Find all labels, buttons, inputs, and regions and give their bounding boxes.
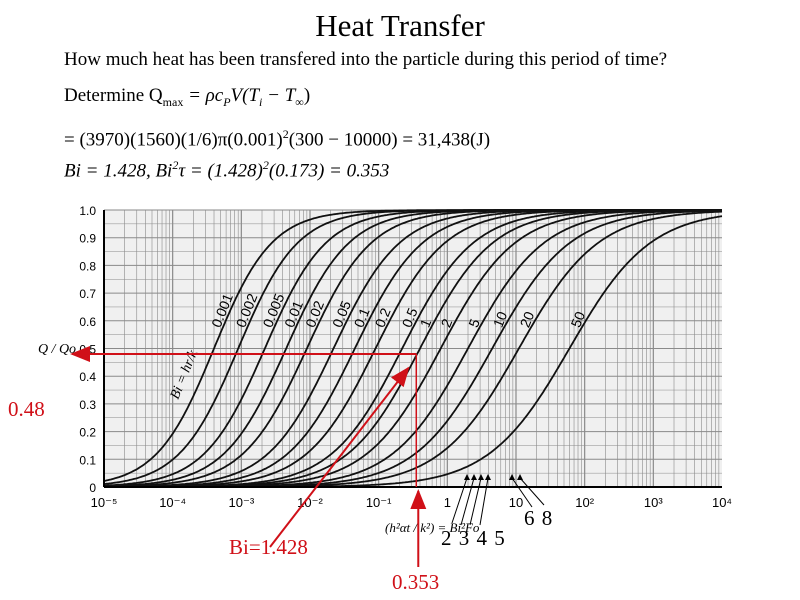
chart-ticks: 00.10.20.30.40.50.60.70.80.91.010⁻⁵ 10⁻⁴ 1… xyxy=(38,204,732,535)
leader-line xyxy=(479,477,489,526)
y-tick-label: 1.0 xyxy=(79,204,96,218)
q-ratio-label: 0.48 xyxy=(8,397,45,421)
curve-label: 0.5 xyxy=(399,305,421,329)
determine-prefix: Determine Q xyxy=(64,85,163,106)
x-tick-label: 10⁻⁴ xyxy=(159,495,186,510)
calc-equation: = (3970)(1560)(1/6)π(0.001)2(300 − 10000… xyxy=(64,122,490,152)
leader-arrowhead xyxy=(478,474,484,480)
bi-sup1: 2 xyxy=(172,158,179,172)
y-tick-label: 0.8 xyxy=(79,259,96,273)
y-tick-label: 0.2 xyxy=(79,426,96,440)
calc-line: = (3970)(1560)(1/6)π(0.001) xyxy=(64,129,283,151)
leader-arrowhead xyxy=(509,474,515,480)
biot-label: Bi=1.428 xyxy=(229,535,308,559)
leader-line xyxy=(451,477,468,524)
determine-rest2: − T xyxy=(262,85,296,106)
determine-eq: = ρc xyxy=(183,85,224,106)
chart-axes xyxy=(103,210,722,488)
x-tick-label: 10 xyxy=(509,495,523,510)
leader-line xyxy=(519,477,545,506)
determine-sub: max xyxy=(162,94,184,109)
curve-label: 20 xyxy=(517,309,538,330)
determine-equation: Determine Qmax = ρcPV(Ti − T∞) xyxy=(64,84,310,114)
calc-rest: (300 − 10000) = 31,438(J) xyxy=(288,129,491,151)
bottom-numbers-2345: 2 3 4 5 xyxy=(441,526,506,550)
bi-sup2: 2 xyxy=(262,158,269,172)
y-axis-label: Q / Qo xyxy=(38,342,76,357)
biot-equation: Bi = 1.428, Bi2τ = (1.428)2(0.173) = 0.3… xyxy=(64,153,389,183)
y-tick-label: 0.6 xyxy=(79,315,96,329)
determine-sub3: i xyxy=(259,94,263,109)
y-tick-label: 0.4 xyxy=(79,370,96,384)
fourier-label: 0.353 xyxy=(392,570,440,594)
determine-rest: V(T xyxy=(230,85,260,106)
bi-pointer-arrow xyxy=(269,366,410,548)
bi-a: Bi = 1.428, Bi xyxy=(64,160,173,182)
curve-label: 10 xyxy=(490,309,511,330)
determine-sub4: ∞ xyxy=(295,94,304,109)
x-tick-label: 10⁻² xyxy=(297,495,323,510)
leader-line xyxy=(460,477,475,526)
x-tick-label: 10⁴ xyxy=(712,495,732,510)
y-tick-label: 0 xyxy=(89,481,96,495)
y-tick-label: 0.7 xyxy=(79,287,96,301)
curve-label: 0.2 xyxy=(372,305,394,329)
y-tick-label: 0.9 xyxy=(79,232,96,246)
y-tick-label: 0.3 xyxy=(79,398,96,412)
chart-annotations xyxy=(70,346,545,567)
calc-sup: 2 xyxy=(282,127,289,141)
x-tick-label: 10⁻³ xyxy=(229,495,255,510)
leader-arrowhead xyxy=(471,474,477,480)
bi-b: τ = (1.428) xyxy=(178,160,263,182)
curve-label: 0.1 xyxy=(351,305,373,329)
bi-c: (0.173) = 0.353 xyxy=(268,160,390,182)
determine-close: ) xyxy=(303,85,311,106)
curve-label: 50 xyxy=(568,309,589,330)
determine-sub2: P xyxy=(223,94,231,109)
x-tick-label: 1 xyxy=(444,495,451,510)
y-tick-label: 0.1 xyxy=(79,453,96,467)
x-tick-label: 10² xyxy=(575,495,594,510)
leader-arrowhead xyxy=(517,474,523,480)
leader-arrowhead xyxy=(485,474,491,480)
leader-line xyxy=(511,477,533,508)
x-tick-label: 10⁻⁵ xyxy=(91,495,118,510)
leader-arrowhead xyxy=(464,474,470,480)
x-axis-label: (h²αt / k²) = Bi²Fo xyxy=(385,520,480,535)
bottom-numbers-68: 6 8 xyxy=(524,506,554,530)
leader-line xyxy=(469,477,482,526)
x-tick-label: 10³ xyxy=(644,495,663,510)
slide-title: Heat Transfer xyxy=(315,8,485,43)
question-text: How much heat has been transfered into t… xyxy=(64,49,668,70)
x-tick-label: 10⁻¹ xyxy=(366,495,392,510)
